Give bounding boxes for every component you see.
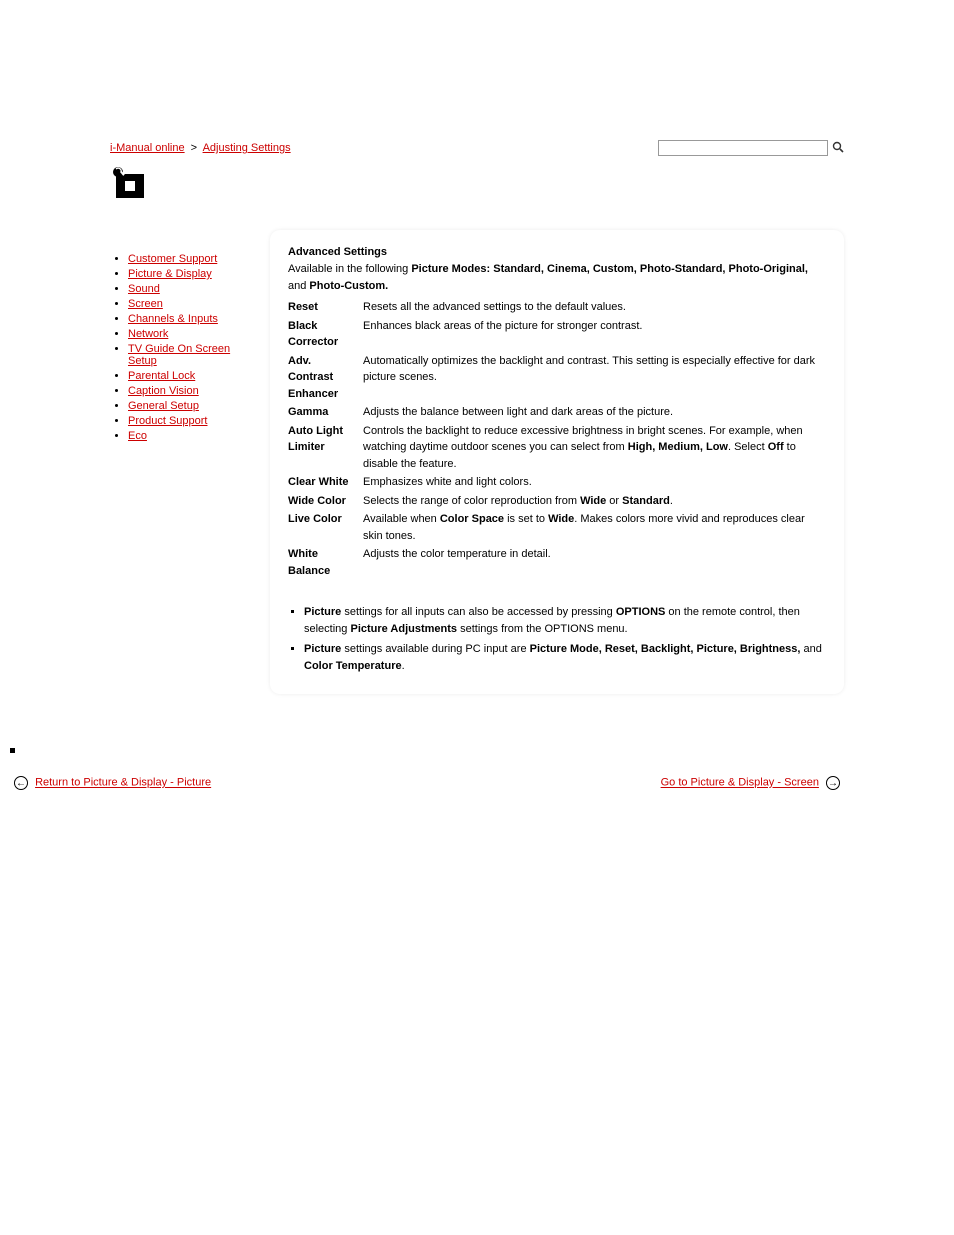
setting-term: Black Corrector: [288, 317, 363, 352]
setting-desc: Selects the range of color reproduction …: [363, 492, 826, 511]
notes-section: Picture settings for all inputs can also…: [288, 604, 826, 674]
table-row: Adv. Contrast Enhancer Automatically opt…: [288, 352, 826, 404]
sidebar-item-network[interactable]: Network: [128, 328, 168, 340]
table-row: Auto Light Limiter Controls the backligh…: [288, 422, 826, 474]
setting-term: White Balance: [288, 545, 363, 580]
setting-desc: Controls the backlight to reduce excessi…: [363, 422, 826, 474]
search-icon[interactable]: [832, 141, 844, 156]
table-row: Live Color Available when Color Space is…: [288, 510, 826, 545]
setting-term: Auto Light Limiter: [288, 422, 363, 474]
setting-desc: Automatically optimizes the backlight an…: [363, 352, 826, 404]
setting-desc: Available when Color Space is set to Wid…: [363, 510, 826, 545]
sidebar-item-picture-display[interactable]: Picture & Display: [128, 268, 212, 280]
setting-desc: Enhances black areas of the picture for …: [363, 317, 826, 352]
sidebar-item-eco[interactable]: Eco: [128, 430, 147, 442]
bottom-tip: Only the settings and options that are a…: [10, 744, 844, 756]
settings-icon: [110, 166, 146, 200]
arrow-right-icon[interactable]: →: [826, 776, 840, 790]
setting-term: Wide Color: [288, 492, 363, 511]
breadcrumb: i-Manual online > Adjusting Settings: [110, 142, 291, 154]
setting-term: Clear White: [288, 473, 363, 492]
note-item: Picture settings available during PC inp…: [304, 641, 826, 674]
table-row: Gamma Adjusts the balance between light …: [288, 403, 826, 422]
table-row: Black Corrector Enhances black areas of …: [288, 317, 826, 352]
sidebar-item-sound[interactable]: Sound: [128, 283, 160, 295]
page-title: Adjusting Settings: [154, 168, 313, 189]
table-row: Clear White Emphasizes white and light c…: [288, 473, 826, 492]
sidebar-item-screen[interactable]: Screen: [128, 298, 163, 310]
arrow-left-icon[interactable]: ←: [14, 776, 28, 790]
main-content: Advanced Settings Available in the follo…: [270, 230, 844, 831]
breadcrumb-link-1[interactable]: i-Manual online: [110, 142, 185, 154]
search-input[interactable]: [658, 140, 828, 156]
square-bullet-icon: [10, 748, 15, 753]
sidebar-item-general-setup[interactable]: General Setup: [128, 400, 199, 412]
search-box: [658, 140, 844, 156]
section-title: Advanced Settings: [288, 246, 826, 258]
settings-table: Reset Resets all the advanced settings t…: [288, 298, 826, 580]
sidebar-item-caption-vision[interactable]: Caption Vision: [128, 385, 199, 397]
setting-term: Adv. Contrast Enhancer: [288, 352, 363, 404]
setting-desc: Emphasizes white and light colors.: [363, 473, 826, 492]
breadcrumb-separator: >: [191, 142, 197, 154]
table-row: Wide Color Selects the range of color re…: [288, 492, 826, 511]
sidebar-item-customer-support[interactable]: Customer Support: [128, 253, 217, 265]
intro-text: Available in the following Picture Modes…: [288, 261, 826, 294]
setting-desc: Resets all the advanced settings to the …: [363, 298, 826, 317]
sidebar-item-tv-guide[interactable]: TV Guide On Screen Setup: [128, 343, 230, 367]
breadcrumb-link-2[interactable]: Adjusting Settings: [203, 142, 291, 154]
sidebar-item-channels-inputs[interactable]: Channels & Inputs: [128, 313, 218, 325]
prev-link[interactable]: Return to Picture & Display - Picture: [35, 777, 211, 789]
next-link[interactable]: Go to Picture & Display - Screen: [661, 777, 819, 789]
copyright-text: Copyright 2010 Sony Corporation: [10, 820, 844, 831]
pagination-links: ← Return to Picture & Display - Picture …: [10, 776, 844, 790]
setting-term: Gamma: [288, 403, 363, 422]
sidebar-nav: Customer Support Picture & Display Sound…: [110, 230, 250, 831]
sidebar-item-product-support[interactable]: Product Support: [128, 415, 208, 427]
content-panel: Advanced Settings Available in the follo…: [270, 230, 844, 694]
setting-term: Live Color: [288, 510, 363, 545]
note-item: Picture settings for all inputs can also…: [304, 604, 826, 637]
table-row: Reset Resets all the advanced settings t…: [288, 298, 826, 317]
sidebar-item-parental-lock[interactable]: Parental Lock: [128, 370, 195, 382]
setting-desc: Adjusts the color temperature in detail.: [363, 545, 826, 580]
setting-desc: Adjusts the balance between light and da…: [363, 403, 826, 422]
setting-term: Reset: [288, 298, 363, 317]
table-row: White Balance Adjusts the color temperat…: [288, 545, 826, 580]
